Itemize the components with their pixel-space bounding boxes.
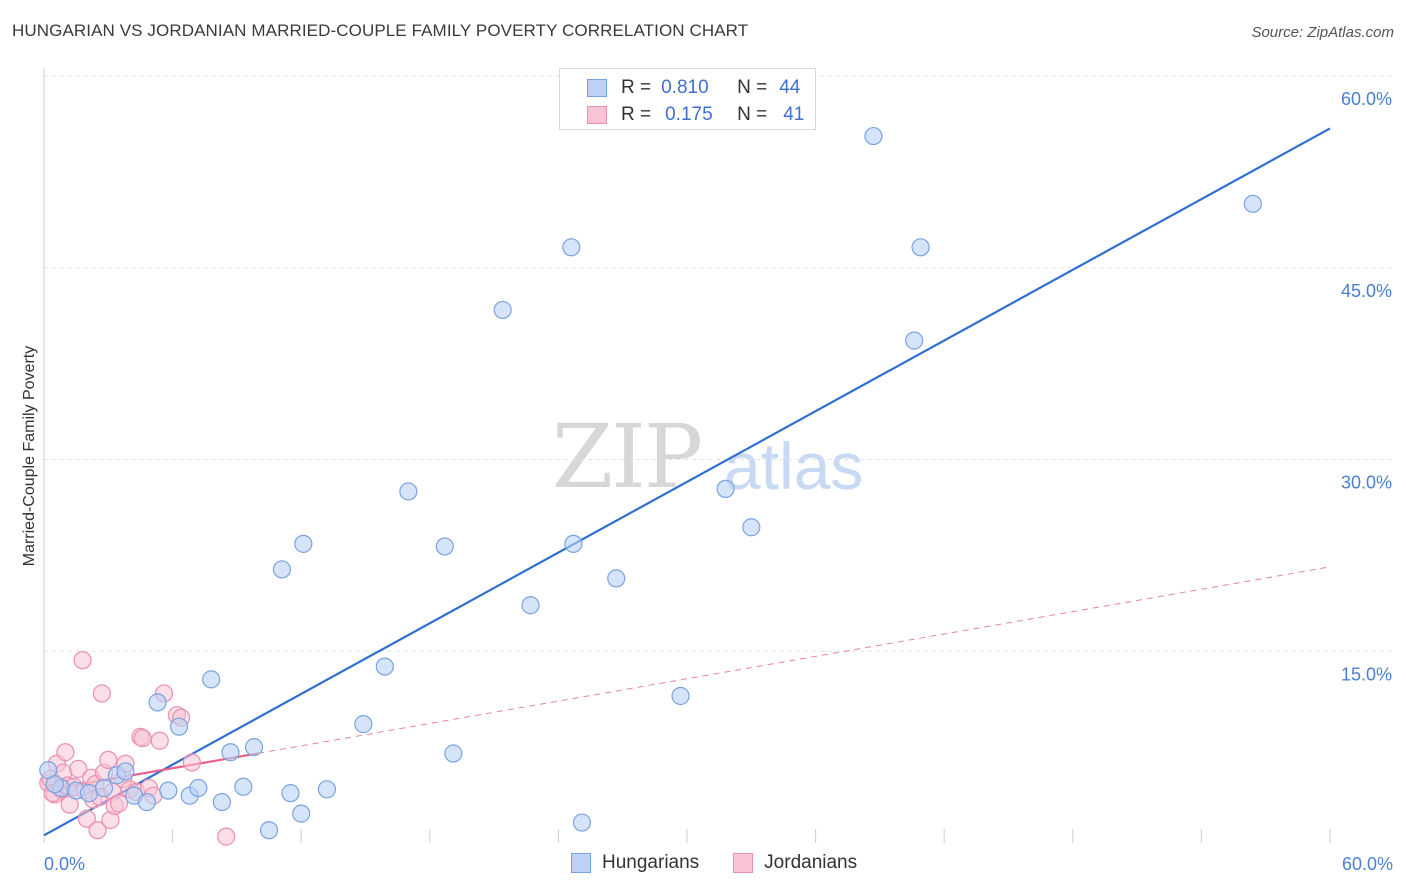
y-tick-label-3: 60.0% xyxy=(1341,89,1392,109)
trendline-jordanians-dashed xyxy=(258,566,1331,754)
hungarian-point xyxy=(317,780,337,799)
hungarian-point xyxy=(137,792,156,812)
y-tick-label-2: 45.0% xyxy=(1341,281,1392,301)
hungarians-swatch xyxy=(571,853,591,873)
hungarian-point xyxy=(212,792,231,812)
jordanian-point xyxy=(56,743,75,762)
hungarian-point xyxy=(159,781,178,800)
hungarian-point xyxy=(189,778,208,798)
n-value-hungarians: 44 xyxy=(779,77,801,98)
grid-lines xyxy=(44,75,1392,652)
hungarian-point xyxy=(444,744,463,763)
hungarian-point xyxy=(244,738,264,757)
hungarian-point xyxy=(375,657,394,676)
jordanian-point xyxy=(92,684,111,703)
jordanian-point xyxy=(217,827,236,846)
y-tick-label-0: 15.0% xyxy=(1341,664,1392,684)
hungarian-point xyxy=(742,518,761,537)
hungarian-point xyxy=(607,569,626,588)
jordanian-point xyxy=(69,759,88,778)
hungarian-point xyxy=(564,534,583,553)
hungarian-point xyxy=(671,686,690,706)
jordanian-point xyxy=(77,809,96,828)
hungarian-point xyxy=(905,331,924,350)
correlation-legend: R = 0.810 N = 44 R = 0.175 N = 41 xyxy=(559,68,816,130)
r-label: R = xyxy=(621,104,652,125)
tick-labels: 15.0% 30.0% 45.0% 60.0% 0.0% 60.0% xyxy=(44,89,1393,874)
jordanians-swatch xyxy=(733,853,754,873)
series-legend: Hungarians Jordanians xyxy=(571,852,891,874)
hungarian-point xyxy=(292,804,311,823)
chart-title: HUNGARIAN VS JORDANIAN MARRIED-COUPLE FA… xyxy=(12,21,749,40)
legend-item-jordanians[interactable]: Jordanians xyxy=(733,852,857,874)
hungarian-point xyxy=(572,813,592,832)
x-tick-label-1: 60.0% xyxy=(1342,854,1393,874)
jordanian-point xyxy=(73,651,92,670)
hungarian-point xyxy=(493,300,512,320)
watermark-atlas: atlas xyxy=(724,429,864,503)
hungarian-point xyxy=(169,717,189,736)
jordanian-point xyxy=(150,731,169,750)
hungarian-point xyxy=(562,238,581,257)
jordanian-point xyxy=(182,753,201,772)
hungarian-point xyxy=(864,126,883,146)
hungarian-point xyxy=(116,762,135,781)
legend-item-hungarians[interactable]: Hungarians xyxy=(571,852,699,874)
r-label: R = xyxy=(621,77,652,98)
n-value-jordanians: 41 xyxy=(783,104,805,125)
y-tick-label-1: 30.0% xyxy=(1341,473,1392,493)
trend-lines xyxy=(43,127,1331,837)
hungarian-point xyxy=(354,715,373,734)
watermark-zip: ZIP xyxy=(552,405,703,508)
hungarian-point xyxy=(94,778,114,798)
hungarians-swatch xyxy=(587,79,607,97)
hungarian-point xyxy=(716,479,735,499)
legend-label-hungarians: Hungarians xyxy=(602,852,700,873)
legend-label-jordanians: Jordanians xyxy=(764,852,858,873)
hungarian-point xyxy=(281,784,300,803)
hungarian-point xyxy=(221,743,240,762)
hungarian-point xyxy=(399,482,418,501)
hungarian-point xyxy=(294,534,313,553)
source-credit[interactable]: Source: ZipAtlas.com xyxy=(1251,24,1394,41)
r-value-jordanians: 0.175 xyxy=(665,104,713,125)
legend-row-hungarians: R = 0.810 N = 44 xyxy=(587,76,800,100)
hungarian-point xyxy=(234,777,253,796)
jordanian-point xyxy=(133,729,152,748)
hungarian-point xyxy=(259,821,279,840)
hungarian-point xyxy=(148,693,167,712)
jordanians-swatch xyxy=(587,106,607,124)
trendline-hungarians xyxy=(43,127,1331,837)
hungarian-point xyxy=(911,238,930,257)
n-label: N = xyxy=(737,77,768,98)
legend-row-jordanians: R = 0.175 N = 41 xyxy=(587,103,804,127)
hungarian-point xyxy=(435,537,454,556)
x-tick-label-0: 0.0% xyxy=(44,854,85,874)
hungarian-point xyxy=(1243,194,1262,213)
hungarian-point xyxy=(272,560,292,579)
hungarian-point xyxy=(521,596,540,615)
jordanian-point xyxy=(109,794,129,813)
r-value-hungarians: 0.810 xyxy=(661,77,709,98)
jordanian-point xyxy=(88,821,107,840)
n-label: N = xyxy=(737,104,768,125)
data-points xyxy=(39,126,1262,846)
hungarian-point xyxy=(202,670,221,689)
jordanian-point xyxy=(99,750,118,770)
axes xyxy=(43,68,1331,843)
hungarian-point xyxy=(45,775,64,794)
